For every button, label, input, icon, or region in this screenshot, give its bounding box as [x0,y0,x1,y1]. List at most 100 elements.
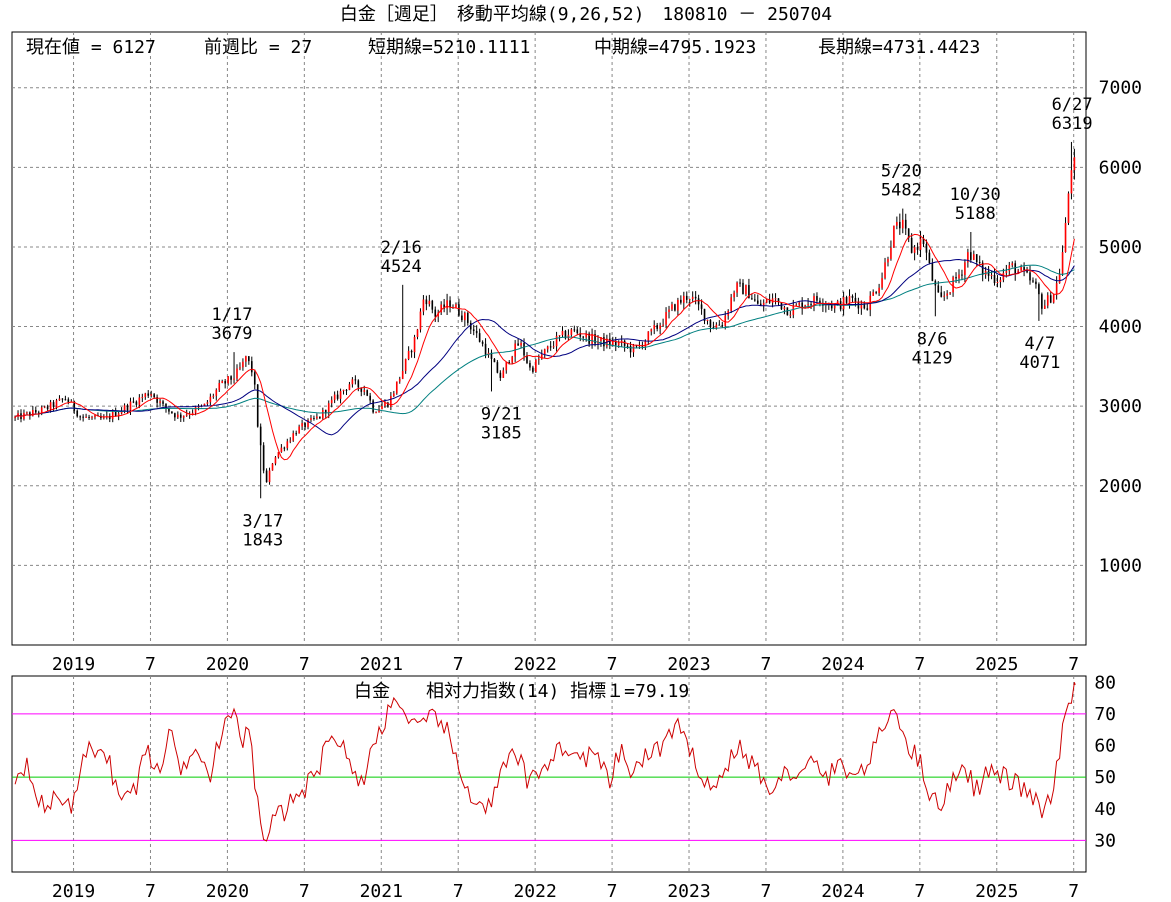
x-tick-label: 2019 [52,654,95,675]
candle-body [215,389,218,396]
x-tick-label: 2024 [821,654,864,675]
candle-body [724,315,727,326]
candle-body [49,402,52,410]
candle-body [819,300,821,304]
candle-body [798,302,801,305]
x-tick-label: 2025 [975,881,1018,902]
candle-body [322,409,324,419]
candle-body [848,295,851,303]
candle-body [975,254,978,262]
x-tick-label: 2022 [513,654,556,675]
candle-body [147,393,150,396]
candle-body [461,315,463,321]
candle-body [520,342,522,346]
annotation-value: 6319 [1052,114,1093,134]
candle-body [1073,157,1076,171]
candle-body [913,247,916,253]
x-tick-label: 7 [453,654,464,675]
candle-body [588,333,590,344]
x-tick-label: 2020 [206,881,249,902]
candle-body [191,412,194,415]
candle-body [366,390,369,396]
candle-body [532,367,534,372]
candle-body [810,304,812,306]
candle-body [946,293,948,296]
candle-body [709,319,712,328]
candle-body [715,324,718,329]
x-tick-label: 7 [453,881,464,902]
candle-body [1041,294,1043,309]
candle-body [34,409,37,413]
x-tick-label: 7 [761,654,772,675]
annotation-value: 4524 [381,257,422,277]
candle-body [242,361,244,368]
candle-body [907,228,910,239]
candle-body [203,403,206,406]
candle-body [564,330,567,339]
candle-body [256,384,259,427]
candle-body [1011,263,1014,266]
chart-title: 白金［週足］ 移動平均線(9,26,52) 180810 － 250704 [340,4,832,25]
candle-body [387,402,389,407]
candle-body [271,463,274,471]
candle-body [585,333,587,338]
candle-body [138,397,141,405]
price-y-ticks: 1000 2000 3000 4000 5000 6000 7000 [1099,78,1142,577]
candle-body [517,343,519,346]
candle-body [265,470,268,483]
candle-body [955,277,957,279]
price-x-tick-labels: 2019 7 2020 7 2021 7 2022 7 2023 7 2024 7 2025 7 [52,654,1079,675]
candle-body [529,363,531,368]
candle-body [733,292,735,298]
candle-body [910,238,913,253]
candle-body [395,381,398,394]
candle-body [37,412,40,414]
candle-body [650,329,653,332]
candle-body [253,372,256,385]
candle-body [961,274,963,276]
candle-body [194,407,197,413]
candle-body [783,307,786,310]
price-y-tick-label: 4000 [1099,317,1142,338]
candle-body [316,416,318,419]
candle-body [29,412,31,417]
candle-body [378,409,380,413]
candle-body [703,308,706,321]
x-tick-label: 2023 [667,881,710,902]
candle-body [981,262,984,275]
x-tick-label: 7 [299,654,310,675]
x-tick-label: 7 [761,881,772,902]
candle-body [878,287,880,294]
candle-body [1046,295,1049,306]
candle-body [434,309,437,317]
candle-body [1020,267,1022,271]
candle-body [609,338,611,346]
candle-body [603,337,605,347]
candle-body [922,238,925,245]
candle-body [280,447,283,453]
candle-body [398,378,401,382]
price-y-tick-label: 3000 [1099,396,1142,417]
candle-body [381,405,383,410]
candle-body [324,409,327,414]
candle-body [688,299,691,301]
candle-body [668,309,670,313]
candle-body [218,382,221,390]
candle-body [79,416,81,418]
candle-body [446,300,448,309]
candle-body [132,401,135,403]
candle-body [422,299,425,312]
candle-body [896,221,898,226]
candle-body [742,282,744,295]
candle-body [443,304,445,309]
rsi-y-tick-label: 30 [1094,830,1116,851]
candle-body [168,408,170,412]
candle-body [171,411,173,414]
candle-body [502,370,505,378]
candle-body [360,387,363,392]
candle-body [227,376,229,384]
candle-body [511,356,514,363]
candle-body [1070,170,1073,194]
candle-body [307,420,309,428]
candle-body [682,295,685,303]
